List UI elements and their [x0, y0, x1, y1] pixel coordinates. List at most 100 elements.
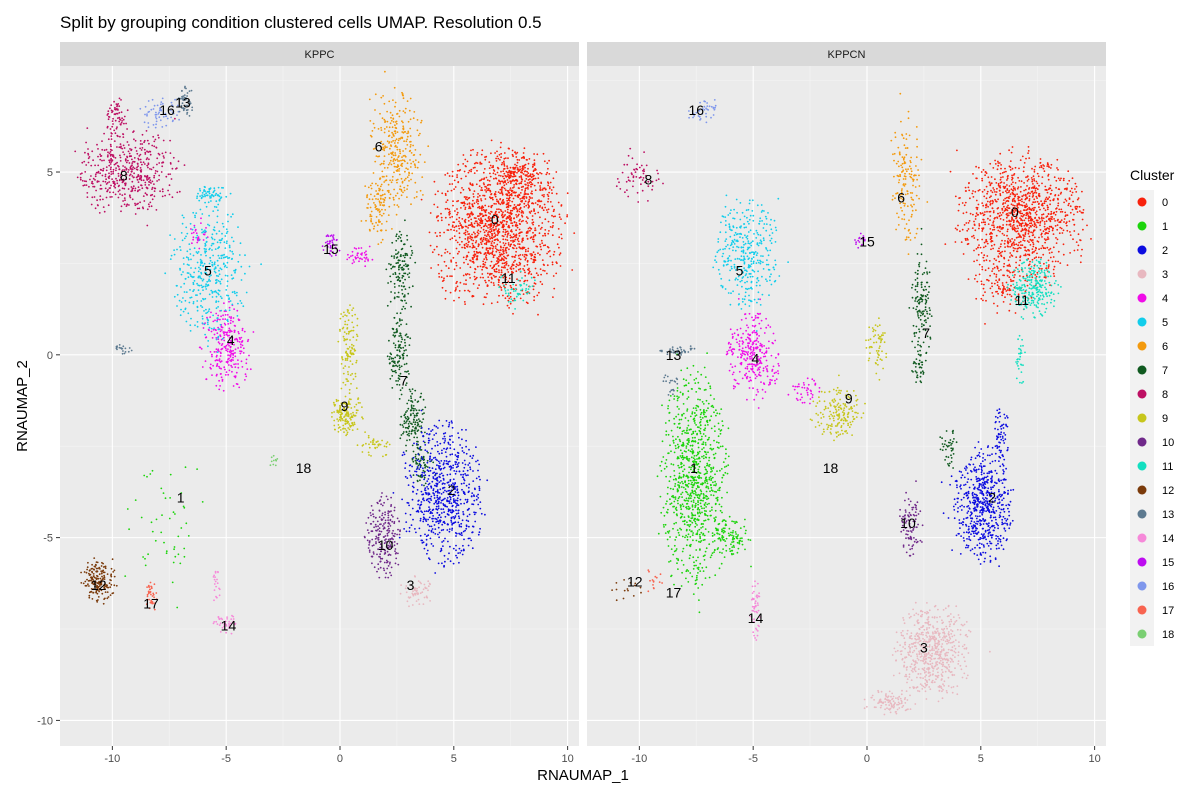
point: [432, 515, 434, 517]
point: [507, 209, 509, 211]
point: [380, 230, 382, 232]
point: [438, 536, 440, 538]
point: [383, 568, 385, 570]
point: [442, 287, 444, 289]
point: [366, 254, 368, 256]
point: [462, 554, 464, 556]
point: [420, 592, 422, 594]
point: [209, 316, 211, 318]
point: [207, 340, 209, 342]
point: [457, 432, 459, 434]
point: [431, 448, 433, 450]
point: [430, 485, 432, 487]
point: [438, 273, 440, 275]
point: [196, 195, 198, 197]
point: [477, 215, 479, 217]
point: [191, 233, 193, 235]
point: [542, 235, 544, 237]
point: [399, 153, 401, 155]
point: [479, 185, 481, 187]
point: [414, 197, 416, 199]
point: [216, 206, 218, 208]
point: [438, 481, 440, 483]
point: [429, 483, 431, 485]
point: [380, 198, 382, 200]
point: [379, 200, 381, 202]
point: [403, 452, 405, 454]
point: [445, 290, 447, 292]
point: [451, 216, 453, 218]
point: [468, 545, 470, 547]
point: [512, 192, 514, 194]
point: [519, 198, 521, 200]
point: [373, 553, 375, 555]
point: [422, 467, 424, 469]
point: [420, 518, 422, 520]
point: [356, 412, 358, 414]
point: [484, 159, 486, 161]
point: [191, 242, 193, 244]
point: [500, 147, 502, 149]
point: [437, 534, 439, 536]
point: [391, 242, 393, 244]
point: [417, 412, 419, 414]
point: [474, 172, 476, 174]
point: [137, 208, 139, 210]
point: [345, 414, 347, 416]
point: [465, 475, 467, 477]
point: [405, 263, 407, 265]
point: [227, 221, 229, 223]
point: [212, 315, 214, 317]
point: [220, 349, 222, 351]
point: [522, 268, 524, 270]
point: [410, 118, 412, 120]
point: [460, 207, 462, 209]
point: [361, 406, 363, 408]
point: [185, 278, 187, 280]
point: [465, 234, 467, 236]
point: [449, 275, 451, 277]
point: [484, 189, 486, 191]
point: [433, 204, 435, 206]
point: [395, 154, 397, 156]
point: [371, 211, 373, 213]
point: [334, 405, 336, 407]
point: [375, 530, 377, 532]
point: [522, 186, 524, 188]
point: [512, 237, 514, 239]
point: [208, 308, 210, 310]
point: [246, 359, 248, 361]
point: [430, 430, 432, 432]
point: [548, 160, 550, 162]
point: [418, 586, 420, 588]
point: [527, 172, 529, 174]
point: [451, 524, 453, 526]
point: [221, 376, 223, 378]
point: [351, 354, 353, 356]
point: [144, 152, 146, 154]
point: [407, 185, 409, 187]
point: [507, 167, 509, 169]
point: [412, 499, 414, 501]
point: [496, 199, 498, 201]
point: [427, 589, 429, 591]
point: [477, 235, 479, 237]
point: [392, 358, 394, 360]
point: [458, 562, 460, 564]
point: [408, 174, 410, 176]
point: [437, 215, 439, 217]
point: [348, 423, 350, 425]
point: [395, 240, 397, 242]
point: [466, 196, 468, 198]
point: [439, 462, 441, 464]
point: [477, 152, 479, 154]
point: [509, 235, 511, 237]
point: [153, 177, 155, 179]
point: [413, 451, 415, 453]
point: [450, 466, 452, 468]
point: [510, 287, 512, 289]
point: [92, 186, 94, 188]
point: [139, 189, 141, 191]
point: [462, 545, 464, 547]
point: [395, 372, 397, 374]
